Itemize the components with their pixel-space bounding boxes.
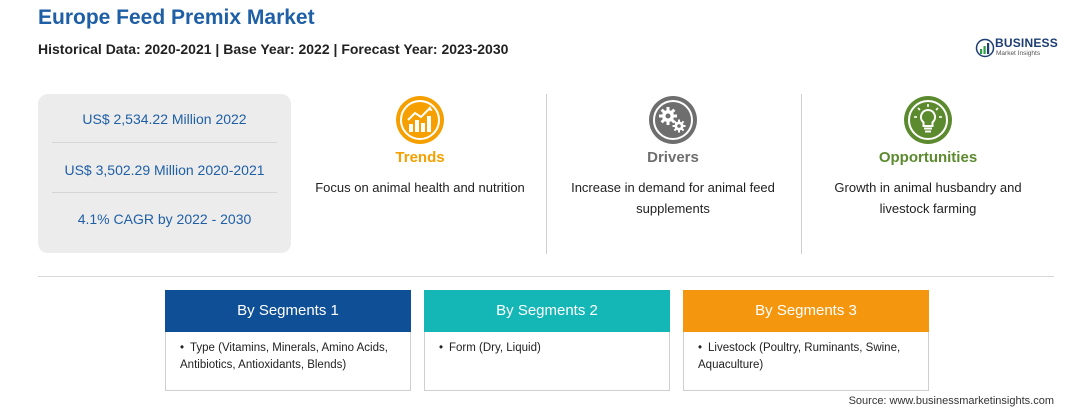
segment-3-item: • Livestock (Poultry, Ruminants, Swine, A… [698, 340, 920, 374]
segment-2-title: By Segments 2 [424, 290, 670, 332]
segment-3-title: By Segments 3 [683, 290, 929, 332]
page-subtitle: Historical Data: 2020-2021 | Base Year: … [38, 41, 509, 57]
segment-2-item-text: Form (Dry, Liquid) [449, 342, 541, 354]
page-title: Europe Feed Premix Market [38, 6, 315, 29]
segment-1-item: • Type (Vitamins, Minerals, Amino Acids, … [180, 340, 402, 374]
segment-1-title: By Segments 1 [165, 290, 411, 332]
segment-card-2: By Segments 2 • Form (Dry, Liquid) [424, 290, 670, 391]
opportunities-column: Opportunities Growth in animal husbandry… [803, 94, 1053, 254]
opportunities-heading: Opportunities [878, 149, 978, 166]
logo-name: BUSINESS [995, 36, 1058, 50]
logo-mark-icon [975, 38, 995, 58]
drivers-text: Increase in demand for animal feed suppl… [571, 180, 775, 216]
gears-icon [649, 96, 697, 144]
trends-heading: Trends [395, 149, 445, 166]
segment-1-item-text: Type (Vitamins, Minerals, Amino Acids, A… [180, 342, 388, 371]
key-stats-panel: US$ 2,534.22 Million 2022 US$ 3,502.29 M… [38, 94, 291, 253]
stat-market-value-historical: US$ 3,502.29 Million 2020-2021 [64, 162, 265, 178]
segment-3-item-text: Livestock (Poultry, Ruminants, Swine, Aq… [698, 342, 901, 371]
bullet-icon: • [180, 342, 185, 354]
bullet-icon: • [698, 342, 703, 354]
trends-text: Focus on animal health and nutrition [315, 180, 525, 195]
stat-divider [52, 142, 277, 143]
drivers-column: Drivers Increase in demand for animal fe… [548, 94, 798, 254]
trends-column: Trends Focus on animal health and nutrit… [295, 94, 545, 254]
segment-2-item: • Form (Dry, Liquid) [439, 340, 661, 357]
stat-market-value-2022: US$ 2,534.22 Million 2022 [82, 111, 247, 127]
logo-tagline: Market Insights [996, 50, 1041, 57]
bullet-icon: • [439, 342, 444, 354]
stat-divider [52, 192, 277, 193]
segment-card-1: By Segments 1 • Type (Vitamins, Minerals,… [165, 290, 411, 391]
opportunities-text: Growth in animal husbandry and livestock… [834, 180, 1022, 216]
source-note: Source: www.businessmarketinsights.com [848, 395, 1054, 407]
company-logo: BUSINESS Market Insights [975, 36, 1065, 60]
growth-chart-icon [396, 96, 444, 144]
section-divider [38, 276, 1054, 277]
column-divider [801, 94, 802, 254]
column-divider [546, 94, 547, 254]
stat-cagr: 4.1% CAGR by 2022 - 2030 [77, 211, 252, 227]
segment-card-3: By Segments 3 • Livestock (Poultry, Rumin… [683, 290, 929, 391]
lightbulb-icon [904, 96, 952, 144]
drivers-heading: Drivers [647, 149, 699, 166]
